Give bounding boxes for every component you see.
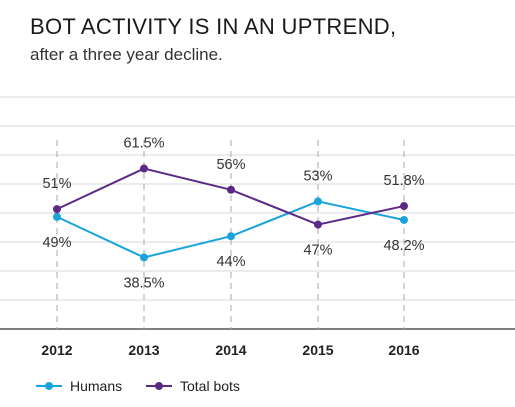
- data-point: [400, 215, 408, 224]
- data-point: [227, 185, 235, 194]
- data-point: [314, 220, 322, 229]
- data-label: 49%: [42, 235, 71, 251]
- chart-subtitle: after a three year decline.: [30, 45, 223, 64]
- data-point: [140, 164, 148, 173]
- data-point: [53, 212, 61, 221]
- data-label: 51.8%: [383, 173, 424, 189]
- data-point: [53, 205, 61, 214]
- data-label: 48.2%: [383, 238, 424, 254]
- data-label: 38.5%: [123, 275, 164, 291]
- data-point: [400, 202, 408, 211]
- data-label: 56%: [216, 157, 245, 173]
- data-label: 47%: [303, 243, 332, 259]
- data-label: 51%: [42, 176, 71, 192]
- x-tick-label: 2012: [41, 342, 72, 358]
- data-label: 61.5%: [123, 136, 164, 152]
- x-tick-label: 2013: [128, 342, 159, 358]
- legend-humans-marker: [45, 382, 53, 390]
- data-point: [140, 253, 148, 262]
- legend-bots-label: Total bots: [180, 378, 240, 394]
- data-point: [227, 232, 235, 241]
- chart-title: BOT ACTIVITY IS IN AN UPTREND,: [30, 14, 397, 39]
- x-tick-label: 2015: [302, 342, 333, 358]
- x-tick-label: 2016: [388, 342, 419, 358]
- legend-bots-marker: [155, 382, 163, 390]
- data-point: [314, 197, 322, 206]
- data-label: 44%: [216, 254, 245, 270]
- legend-humans-label: Humans: [70, 378, 122, 394]
- data-label: 53%: [303, 168, 332, 184]
- x-tick-label: 2014: [215, 342, 246, 358]
